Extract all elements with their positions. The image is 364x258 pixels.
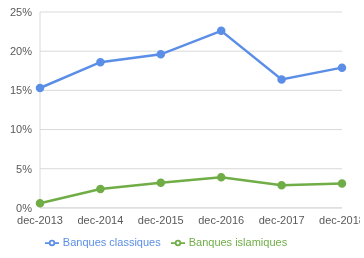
svg-text:5%: 5% (16, 163, 32, 175)
svg-text:15%: 15% (10, 84, 32, 96)
svg-text:20%: 20% (10, 45, 32, 57)
svg-text:dec-2018: dec-2018 (319, 214, 356, 226)
html-text:Banques islamiques: Banques islamiques (188, 235, 288, 248)
html-text:Banques classiques: Banques classiques (62, 235, 161, 248)
svg-text:dec-2014: dec-2014 (77, 214, 123, 226)
svg-text:dec-2016: dec-2016 (198, 214, 244, 226)
svg-text:dec-2017: dec-2017 (259, 214, 305, 226)
svg-text:0%: 0% (16, 202, 32, 214)
svg-text:10%: 10% (10, 123, 32, 135)
svg-text:dec-2013: dec-2013 (17, 214, 63, 226)
svg-text:25%: 25% (10, 6, 32, 18)
svg-text:dec-2015: dec-2015 (138, 214, 184, 226)
